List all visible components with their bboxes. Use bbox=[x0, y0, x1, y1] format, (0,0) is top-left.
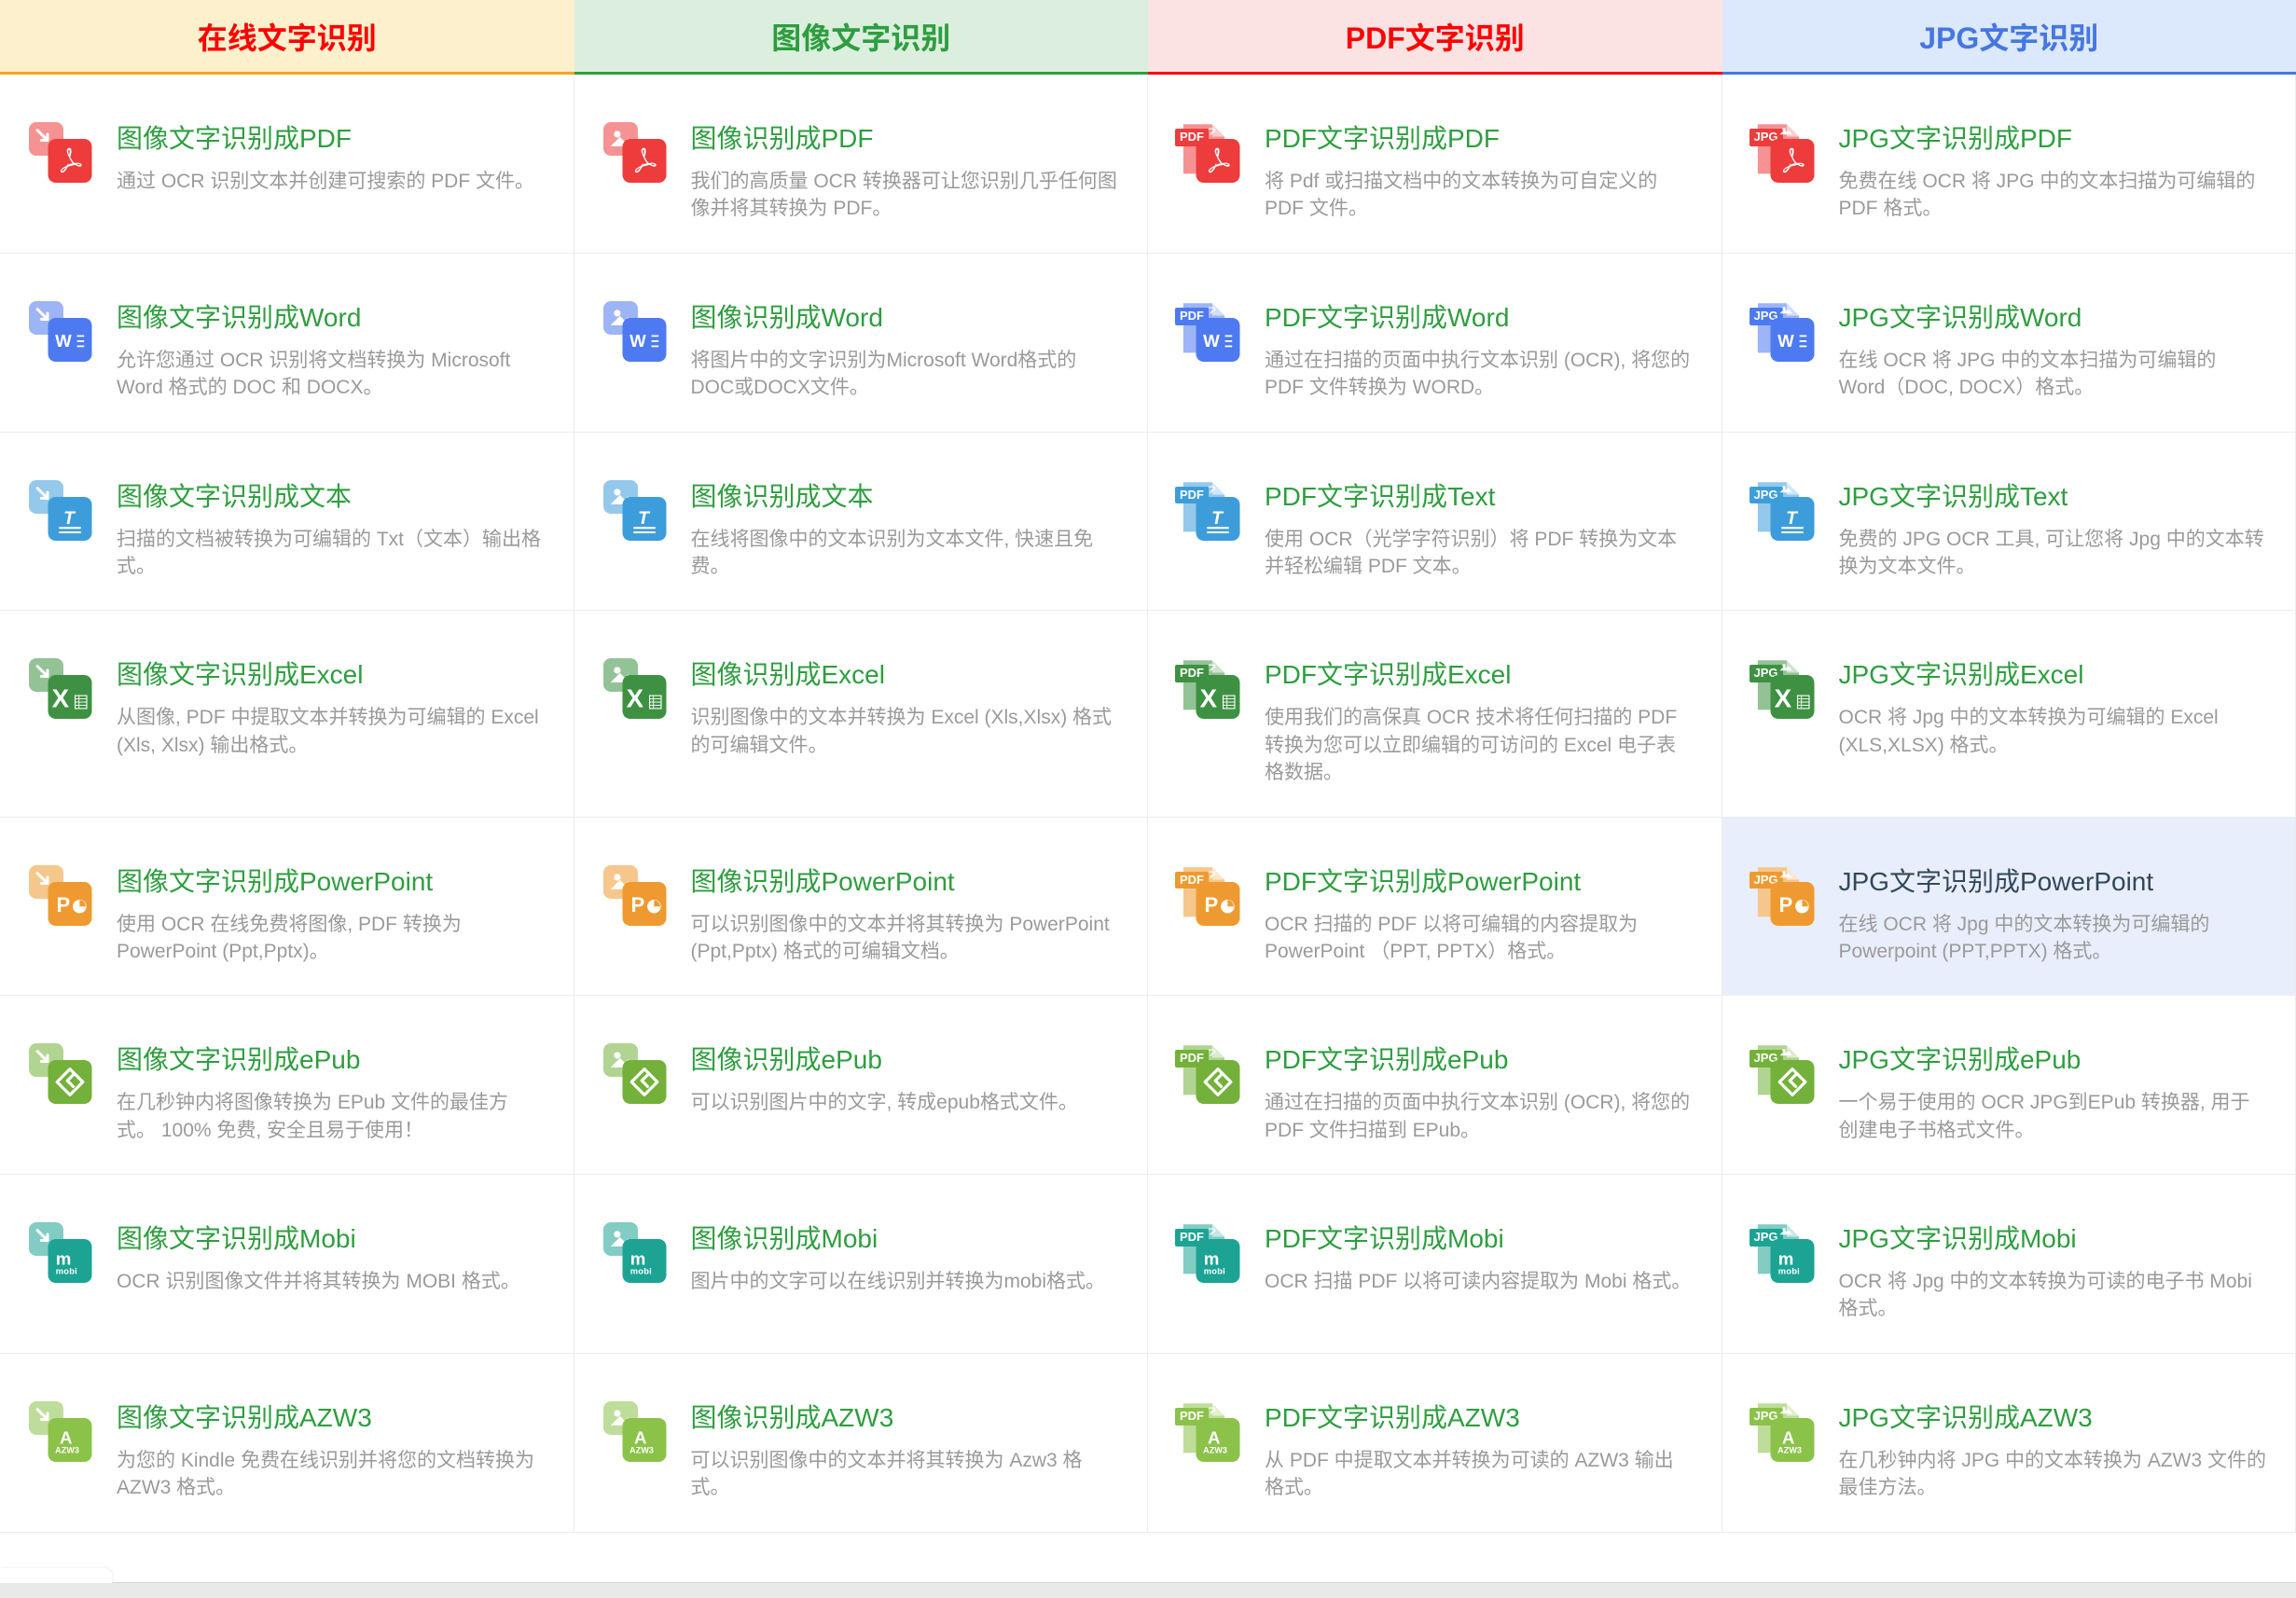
svg-text:mobi: mobi bbox=[629, 1266, 651, 1275]
svg-text:X: X bbox=[1200, 684, 1218, 713]
svg-text:mobi: mobi bbox=[1777, 1266, 1799, 1275]
svg-text:X: X bbox=[52, 684, 70, 713]
svg-text:W: W bbox=[55, 331, 72, 351]
svg-text:AZW3: AZW3 bbox=[1777, 1445, 1802, 1454]
svg-text:m: m bbox=[1204, 1249, 1220, 1269]
svg-text:mobi: mobi bbox=[56, 1266, 77, 1275]
svg-text:W: W bbox=[1777, 331, 1794, 351]
svg-text:m: m bbox=[1777, 1249, 1793, 1269]
svg-text:P: P bbox=[1204, 892, 1218, 916]
svg-text:X: X bbox=[1774, 684, 1791, 713]
svg-text:W: W bbox=[629, 331, 646, 351]
svg-text:P: P bbox=[56, 892, 70, 916]
svg-text:m: m bbox=[629, 1249, 645, 1269]
svg-text:X: X bbox=[626, 684, 643, 713]
svg-text:AZW3: AZW3 bbox=[1203, 1445, 1227, 1454]
svg-text:mobi: mobi bbox=[1204, 1266, 1225, 1275]
svg-text:P: P bbox=[630, 892, 644, 916]
svg-text:AZW3: AZW3 bbox=[55, 1445, 79, 1454]
svg-text:m: m bbox=[56, 1249, 72, 1269]
svg-text:AZW3: AZW3 bbox=[629, 1445, 654, 1454]
svg-text:A: A bbox=[60, 1428, 72, 1448]
svg-text:W: W bbox=[1203, 331, 1220, 351]
svg-text:A: A bbox=[1208, 1428, 1220, 1448]
svg-text:A: A bbox=[1781, 1428, 1793, 1448]
svg-text:P: P bbox=[1778, 892, 1792, 916]
svg-text:A: A bbox=[633, 1428, 645, 1448]
